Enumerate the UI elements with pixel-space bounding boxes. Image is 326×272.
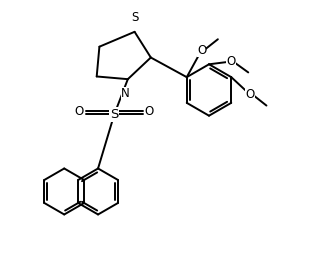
- Text: O: O: [145, 105, 154, 118]
- Text: S: S: [131, 11, 138, 24]
- Text: O: O: [245, 88, 255, 101]
- Text: S: S: [110, 108, 118, 121]
- Text: O: O: [226, 55, 235, 68]
- Text: N: N: [121, 87, 129, 100]
- Text: O: O: [74, 105, 84, 118]
- Text: O: O: [197, 44, 206, 57]
